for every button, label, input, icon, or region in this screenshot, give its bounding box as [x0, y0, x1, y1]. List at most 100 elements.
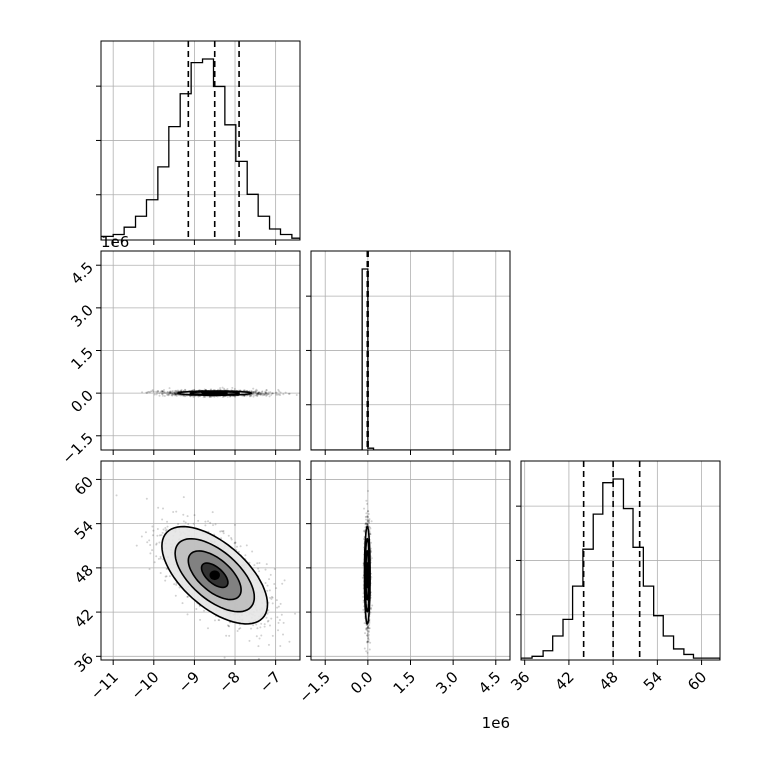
scatter-point	[365, 499, 368, 502]
scatter-point	[159, 390, 162, 393]
scatter-point	[174, 393, 177, 396]
scatter-point	[208, 395, 211, 398]
y-tick-label: 36	[71, 650, 97, 676]
scatter-point	[252, 392, 255, 395]
scatter-point	[149, 552, 152, 555]
scatter-point	[249, 394, 252, 397]
scatter-point	[156, 391, 159, 394]
scatter-point	[257, 645, 260, 648]
y-tick-label: 54	[71, 517, 97, 543]
scatter-point	[366, 626, 369, 629]
scatter-point	[182, 394, 185, 397]
scatter-point	[157, 390, 160, 393]
scatter-panel-0-1: −1.5 0.0 1.5 3.0 4.5	[59, 250, 301, 468]
scatter-point	[266, 394, 269, 397]
scatter-point	[157, 557, 160, 560]
scatter-point	[226, 387, 229, 390]
scatter-point	[226, 624, 229, 627]
scatter-point	[148, 391, 151, 394]
scatter-point	[277, 605, 280, 608]
scatter-point	[163, 394, 166, 397]
scatter-point	[270, 392, 273, 395]
scatter-point	[175, 510, 178, 513]
scatter-point	[172, 511, 175, 514]
scatter-point	[175, 394, 178, 397]
scatter-point	[269, 573, 272, 576]
scatter-point	[274, 391, 277, 394]
scatter-point	[183, 388, 186, 391]
scatter-point	[235, 545, 238, 548]
scatter-point	[366, 632, 369, 635]
scatter-point	[366, 523, 369, 526]
scatter-point	[193, 389, 196, 392]
scatter-point	[168, 391, 171, 394]
scatter-point	[261, 394, 264, 397]
scatter-point	[197, 395, 200, 398]
x-tick-label: −1.5	[295, 668, 333, 706]
scatter-point	[270, 394, 273, 397]
scatter-point	[244, 554, 247, 557]
scatter-point	[256, 562, 259, 565]
scatter-point	[162, 507, 165, 510]
scatter-point	[271, 634, 274, 637]
scatter-point	[243, 395, 246, 398]
y-tick-label: 4.5	[67, 258, 97, 288]
y-offset-label: 1e6	[101, 233, 129, 251]
scatter-point	[284, 391, 287, 394]
scatter-point	[259, 393, 262, 396]
scatter-point	[264, 390, 267, 393]
scatter-point	[222, 532, 225, 535]
scatter-point	[168, 387, 171, 390]
scatter-point	[367, 519, 370, 522]
scatter-point	[174, 594, 177, 597]
scatter-point	[165, 528, 168, 531]
scatter-point	[186, 595, 189, 598]
scatter-point	[277, 629, 280, 632]
scatter-point	[250, 389, 253, 392]
scatter-point	[369, 533, 372, 536]
scatter-point	[367, 638, 370, 641]
scatter-point	[365, 650, 368, 653]
scatter-point	[363, 529, 366, 532]
scatter-point	[172, 391, 175, 394]
x-tick-label: 4.5	[475, 668, 505, 698]
scatter-point	[276, 606, 279, 609]
scatter-point	[151, 549, 154, 552]
panel-border	[100, 40, 301, 241]
scatter-point	[367, 637, 370, 640]
scatter-point	[366, 520, 369, 523]
scatter-point	[367, 635, 370, 638]
scatter-point	[265, 616, 268, 619]
scatter-point	[151, 525, 154, 528]
scatter-point	[271, 392, 274, 395]
scatter-point	[204, 395, 207, 398]
scatter-point	[212, 524, 215, 527]
scatter-point	[174, 392, 177, 395]
scatter-point	[151, 390, 154, 393]
scatter-point	[158, 394, 161, 397]
scatter-point	[115, 494, 118, 497]
scatter-point	[266, 620, 269, 623]
scatter-point	[209, 395, 212, 398]
scatter-point	[151, 389, 154, 392]
y-tick-label: −1.5	[59, 429, 97, 467]
scatter-point	[156, 534, 159, 537]
scatter-point	[368, 521, 371, 524]
scatter-point	[176, 389, 179, 392]
scatter-point	[182, 496, 185, 499]
scatter-point	[263, 623, 266, 626]
scatter-point	[156, 390, 159, 393]
scatter-point	[271, 392, 274, 395]
scatter-point	[227, 625, 230, 628]
scatter-point	[153, 393, 156, 396]
scatter-point	[370, 557, 373, 560]
scatter-point	[265, 388, 268, 391]
scatter-point	[279, 645, 282, 648]
scatter-point	[203, 388, 206, 391]
scatter-point	[269, 391, 272, 394]
scatter-point	[169, 390, 172, 393]
scatter-point	[189, 395, 192, 398]
scatter-point	[170, 394, 173, 397]
scatter-point	[161, 390, 164, 393]
scatter-point	[183, 395, 186, 398]
